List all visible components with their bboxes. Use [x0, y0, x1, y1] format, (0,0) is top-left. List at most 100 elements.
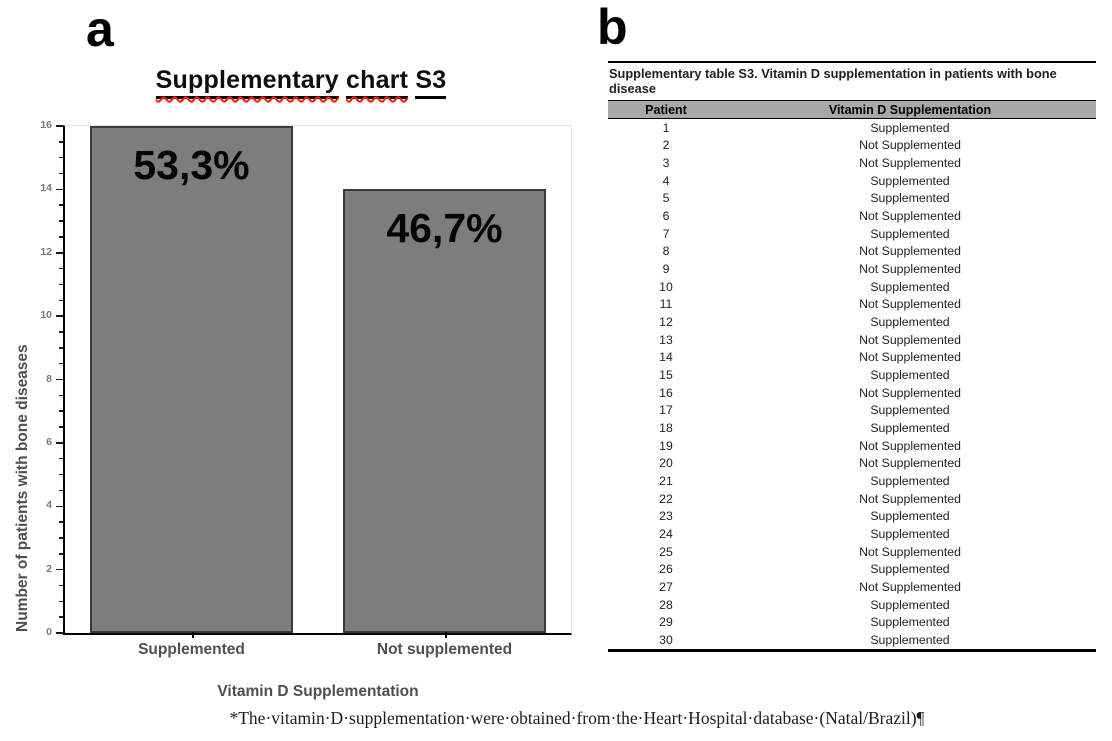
supplementation-status-cell: Not Supplemented — [859, 332, 961, 347]
y-axis-major-tick — [56, 568, 63, 571]
y-axis-minor-tick — [59, 473, 63, 476]
table-row: 13 Not Supplemented — [608, 331, 1096, 349]
y-axis-minor-tick — [59, 362, 63, 365]
table-row: 27 Not Supplemented — [608, 578, 1096, 596]
supplementation-status-cell: Supplemented — [870, 509, 950, 524]
supplementation-status-cell: Not Supplemented — [859, 544, 961, 559]
patient-number-cell: 23 — [659, 509, 673, 524]
patient-number-cell: 10 — [659, 279, 673, 294]
table-row: 25 Not Supplemented — [608, 543, 1096, 561]
supplementation-status-cell: Supplemented — [870, 279, 950, 294]
patient-number-cell: 9 — [662, 262, 670, 277]
patient-number-cell: 15 — [659, 368, 673, 383]
patient-number-cell: 17 — [659, 403, 673, 418]
panel-a-label: a — [86, 1, 114, 57]
y-axis-tick-label: 2 — [46, 562, 52, 575]
x-axis-category-label: Not supplemented — [376, 641, 513, 658]
table-row: 22 Not Supplemented — [608, 490, 1096, 508]
y-axis-tick-label: 10 — [40, 309, 52, 322]
supplementation-status-cell: Not Supplemented — [859, 156, 961, 171]
patient-number-cell: 2 — [662, 138, 670, 153]
supplementation-status-cell: Not Supplemented — [859, 350, 961, 365]
table-row: 12 Supplemented — [608, 313, 1096, 331]
supplementation-status-cell: Supplemented — [870, 191, 950, 206]
supplementation-status-cell: Not Supplemented — [859, 297, 961, 312]
table-header-row: Patient Vitamin D Supplementation — [608, 100, 1096, 119]
y-axis-minor-tick — [59, 394, 63, 397]
patient-number-cell: 16 — [659, 385, 673, 400]
patient-number-cell: 3 — [662, 156, 670, 171]
patient-number-cell: 14 — [659, 350, 673, 365]
table-row: 9 Not Supplemented — [608, 260, 1096, 278]
y-axis-minor-tick — [59, 584, 63, 587]
patient-number-cell: 19 — [659, 438, 673, 453]
patient-number-cell: 22 — [659, 491, 673, 506]
patient-number-cell: 12 — [659, 315, 673, 330]
y-axis-minor-tick — [59, 537, 63, 539]
patient-number-cell: 24 — [659, 526, 673, 541]
y-axis-minor-tick — [59, 141, 63, 143]
supplementation-status-cell: Not Supplemented — [859, 456, 961, 471]
bar-percentage-label: 46,7% — [386, 205, 503, 252]
bar-chart-plot-area: 0 2 4 6 8 10 12 14 16 53,3% 46,7% — [40, 119, 572, 638]
patient-number-cell: 13 — [659, 332, 673, 347]
table-row: 29 Supplemented — [608, 613, 1096, 631]
patient-number-cell: 1 — [662, 120, 670, 135]
patient-number-cell: 5 — [662, 191, 670, 206]
table-row: 10 Supplemented — [608, 278, 1096, 296]
table-row: 6 Not Supplemented — [608, 207, 1096, 225]
table-row: 15 Supplemented — [608, 366, 1096, 384]
table-title: Supplementary table S3. Vitamin D supple… — [609, 66, 1057, 96]
supplementation-status-cell: Supplemented — [870, 173, 950, 188]
y-axis-minor-tick — [59, 410, 63, 412]
x-axis-title: Vitamin D Supplementation — [217, 683, 419, 700]
y-axis-minor-tick — [59, 553, 63, 555]
y-axis-minor-tick — [59, 236, 63, 238]
table-row: 3 Not Supplemented — [608, 154, 1096, 172]
y-axis-major-tick — [56, 125, 63, 127]
table-row: 11 Not Supplemented — [608, 296, 1096, 314]
y-axis-tick-label: 8 — [46, 372, 52, 385]
chart-title-word-3: S3 — [415, 66, 447, 99]
table-row: 23 Supplemented — [608, 507, 1096, 525]
y-axis-minor-tick — [59, 299, 63, 302]
table-row: 18 Supplemented — [608, 419, 1096, 437]
patient-number-cell: 20 — [659, 456, 673, 471]
supplementation-status-cell: Not Supplemented — [859, 491, 961, 506]
table-row: 8 Not Supplemented — [608, 243, 1096, 261]
table-row: 5 Supplemented — [608, 190, 1096, 208]
y-axis-minor-tick — [59, 220, 63, 222]
supplementation-status-cell: Not Supplemented — [859, 138, 961, 153]
x-axis-category-label: Supplemented — [138, 641, 245, 658]
patient-number-cell: 11 — [659, 297, 673, 312]
y-axis-major-tick — [56, 188, 63, 191]
table-row: 30 Supplemented — [608, 631, 1096, 649]
table-row: 19 Not Supplemented — [608, 437, 1096, 455]
supplementation-status-cell: Not Supplemented — [859, 385, 961, 400]
y-axis-minor-tick — [59, 600, 63, 603]
patient-number-cell: 27 — [659, 579, 673, 594]
patient-number-cell: 8 — [662, 244, 670, 259]
supplementation-status-cell: Supplemented — [870, 632, 950, 647]
bar-percentage-label: 53,3% — [133, 142, 250, 188]
y-axis-minor-tick — [59, 347, 63, 349]
y-axis-minor-tick — [59, 521, 63, 523]
patient-number-cell: 4 — [662, 173, 670, 188]
table-row: 2 Not Supplemented — [608, 137, 1096, 155]
panel-b-label: b — [597, 0, 628, 55]
patient-number-cell: 29 — [659, 615, 673, 630]
y-axis-minor-tick — [59, 331, 63, 333]
supplementation-status-cell: Not Supplemented — [859, 579, 961, 594]
y-axis-major-tick — [56, 442, 63, 444]
x-axis-tick — [191, 632, 194, 638]
patient-number-cell: 25 — [659, 544, 673, 559]
supplementation-status-cell: Supplemented — [870, 403, 950, 418]
y-axis-tick-label: 0 — [46, 626, 52, 638]
table-row: 17 Supplemented — [608, 402, 1096, 420]
table-row: 14 Not Supplemented — [608, 349, 1096, 367]
supplementation-status-cell: Not Supplemented — [859, 244, 961, 259]
patient-number-cell: 21 — [659, 473, 673, 488]
supplementation-status-cell: Not Supplemented — [859, 209, 961, 224]
y-axis-tick-label: 14 — [40, 182, 52, 195]
table-header-patient: Patient — [645, 102, 687, 117]
